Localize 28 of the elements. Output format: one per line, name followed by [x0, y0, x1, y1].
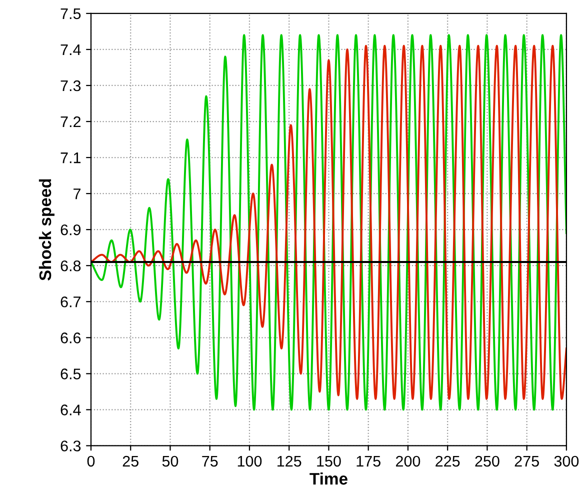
x-tick-label: 250 [475, 456, 500, 467]
x-tick-label: 75 [202, 456, 218, 467]
x-tick-label: 50 [162, 456, 178, 467]
x-tick-label: 275 [514, 456, 539, 467]
y-tick-label: 7.1 [60, 152, 81, 164]
y-tick-label: 7.3 [60, 80, 81, 92]
x-tick-label: 125 [278, 456, 302, 467]
y-tick-label: 6.7 [60, 296, 80, 308]
x-tick-label: 225 [436, 456, 460, 467]
y-tick-label: 6.6 [60, 332, 81, 344]
x-axis-title: Time [310, 472, 348, 485]
y-tick-label: 7.4 [60, 44, 81, 56]
x-tick-label: 200 [396, 456, 420, 467]
y-tick-label: 6.3 [60, 440, 81, 452]
y-tick-label: 7.5 [60, 8, 81, 20]
x-tick-label: 150 [317, 456, 341, 467]
y-tick-label: 6.8 [60, 260, 81, 272]
y-tick-label: 6.5 [60, 368, 81, 380]
y-tick-label: 6.9 [60, 224, 81, 236]
y-tick-label: 7 [74, 188, 80, 200]
x-tick-label: 100 [238, 456, 262, 467]
y-tick-label: 7.2 [60, 116, 80, 128]
y-tick-label: 6.4 [60, 404, 81, 416]
x-tick-label: 0 [87, 456, 95, 467]
x-tick-label: 300 [554, 456, 579, 467]
x-tick-label: 25 [122, 456, 138, 467]
x-tick-label: 175 [356, 456, 380, 467]
y-axis-title: Shock speed [38, 179, 54, 280]
